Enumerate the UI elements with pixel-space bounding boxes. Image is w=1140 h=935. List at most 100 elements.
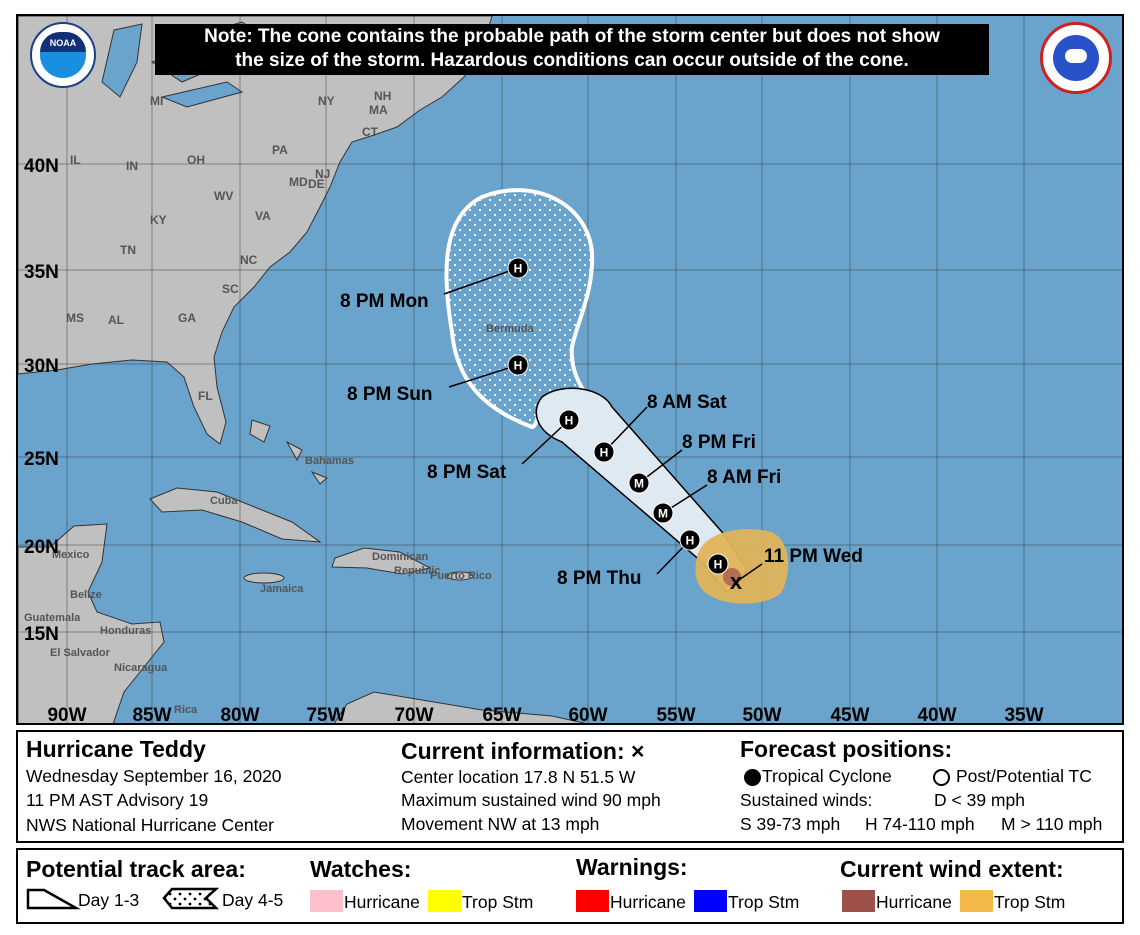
note-line-2: the size of the storm. Hazardous conditi… — [235, 50, 909, 71]
tropical-cyclone-label: Tropical Cyclone — [762, 766, 892, 786]
country-label-bermuda: Bermuda — [486, 323, 535, 335]
watch-hurricane-label: Hurricane — [344, 892, 420, 912]
sustained-winds-label: Sustained winds: — [740, 790, 873, 810]
m-range: M > 110 mph — [1001, 814, 1103, 834]
forecast-point-marker — [558, 409, 580, 431]
track-label: 8 PM Sun — [347, 384, 433, 405]
hispaniola — [331, 547, 432, 575]
state-label: CT — [362, 125, 379, 139]
note-line-1: Note: The cone contains the probable pat… — [204, 26, 940, 47]
track-label: 8 AM Fri — [707, 467, 781, 488]
lon-label: 40W — [917, 705, 956, 725]
day-1-3-label: Day 1-3 — [78, 890, 140, 910]
forecast-point-marker — [507, 257, 529, 279]
lat-label: 35N — [24, 262, 59, 283]
forecast-points: H H M M H H H H — [507, 257, 729, 575]
watch-trop-stm-swatch — [428, 890, 461, 912]
forecast-point: H — [507, 257, 529, 279]
lon-label: 90W — [47, 705, 86, 725]
noaa-logo: NOAA — [30, 22, 96, 88]
state-label: DE — [308, 177, 325, 191]
wind-hurricane-label: Hurricane — [876, 892, 952, 912]
day-4-5-icon — [162, 887, 220, 910]
state-label: SC — [222, 282, 239, 296]
forecast-point-marker — [679, 529, 701, 551]
country-label: Dominican — [372, 551, 429, 563]
country-label: Rica — [174, 704, 198, 716]
wind-trop-stm-label: Trop Stm — [994, 892, 1066, 912]
s-range: S 39-73 mph — [740, 814, 841, 834]
day-4-5-label: Day 4-5 — [222, 890, 284, 910]
country-label: Honduras — [100, 625, 151, 637]
advisory-source: NWS National Hurricane Center — [26, 815, 275, 835]
forecast-point-marker — [507, 354, 529, 376]
track-label: 8 AM Sat — [647, 392, 727, 413]
post-potential-tc-icon — [933, 769, 950, 786]
lon-label: 85W — [132, 705, 171, 725]
country-label: Jamaica — [260, 583, 304, 595]
forecast-point-intensity: H — [600, 446, 609, 460]
lat-label: 30N — [24, 356, 59, 377]
lat-label: 15N — [24, 624, 59, 645]
forecast-point: M — [628, 472, 650, 494]
lon-label: 45W — [830, 705, 869, 725]
state-label: MD — [289, 175, 308, 189]
cone-note: Note: The cone contains the probable pat… — [155, 24, 989, 75]
jamaica — [243, 572, 285, 584]
warning-hurricane-swatch — [576, 890, 609, 912]
track-label: 8 PM Sat — [427, 462, 507, 483]
forecast-point: M — [652, 502, 674, 524]
wind-extent-trop-stm — [695, 529, 789, 604]
wind-trop-stm-swatch — [960, 890, 993, 912]
forecast-point: H — [593, 441, 615, 463]
state-label: IN — [126, 159, 138, 173]
lon-label: 50W — [742, 705, 781, 725]
country-label: Cuba — [210, 495, 238, 507]
state-label: IL — [70, 153, 81, 167]
country-label: Bahamas — [305, 455, 354, 467]
track-label: 8 PM Mon — [340, 291, 429, 312]
lat-lon-grid — [18, 16, 1122, 723]
state-label: WV — [214, 189, 233, 203]
forecast-point: H — [558, 409, 580, 431]
watches-title: Watches: — [310, 856, 412, 882]
advisory-number: 11 PM AST Advisory 19 — [26, 790, 209, 810]
forecast-point-intensity: H — [686, 534, 695, 548]
forecast-point-intensity: H — [565, 414, 574, 428]
track-labels: 11 PM Wed 8 PM Thu 8 AM Fri 8 PM Fri 8 A… — [340, 291, 863, 589]
forecast-point-marker — [593, 441, 615, 463]
forecast-point: H — [707, 553, 729, 575]
movement: Movement NW at 13 mph — [401, 814, 600, 834]
country-label: El Salvador — [50, 647, 111, 659]
track-label: 11 PM Wed — [764, 546, 863, 567]
cuba — [149, 487, 322, 543]
central-america — [18, 523, 165, 723]
lon-label: 60W — [568, 705, 607, 725]
map-canvas: MI NY NH MA CT PA IL IN OH NJ MD DE WV V… — [18, 16, 1122, 725]
land — [18, 16, 587, 723]
watch-trop-stm-label: Trop Stm — [462, 892, 534, 912]
track-label: 8 PM Fri — [682, 432, 756, 453]
lon-label: 80W — [220, 705, 259, 725]
state-label: MI — [150, 94, 163, 108]
state-label: AL — [108, 313, 124, 327]
warning-hurricane-label: Hurricane — [610, 892, 686, 912]
tropical-cyclone-icon — [744, 769, 761, 786]
lat-label: 40N — [24, 156, 59, 177]
wind-extent-title: Current wind extent: — [840, 856, 1064, 882]
lat-label: 20N — [24, 537, 59, 558]
advisory-date: Wednesday September 16, 2020 — [26, 766, 282, 786]
longitude-labels: 90W 85W 80W 75W 70W 65W 60W 55W 50W 45W 40W 35W — [47, 705, 1043, 725]
country-label: Belize — [70, 589, 102, 601]
noaa-logo-text: NOAA — [40, 32, 86, 52]
warnings-title: Warnings: — [576, 854, 688, 880]
forecast-map: MI NY NH MA CT PA IL IN OH NJ MD DE WV V… — [16, 14, 1124, 725]
state-label: KY — [150, 213, 167, 227]
latitude-labels: 40N 35N 30N 25N 20N 15N — [24, 156, 59, 645]
post-potential-tc-label: Post/Potential TC — [956, 766, 1092, 786]
current-position-x-icon: x — [730, 569, 743, 594]
country-label: Mexico — [52, 549, 90, 561]
puerto-rico — [446, 571, 474, 581]
place-labels: MI NY NH MA CT PA IL IN OH NJ MD DE WV V… — [24, 89, 492, 716]
